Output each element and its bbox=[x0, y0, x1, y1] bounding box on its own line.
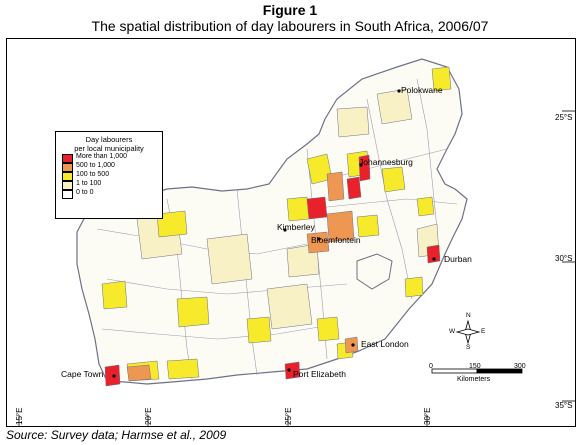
compass-w: W bbox=[449, 328, 456, 335]
city-label-bloemfontein: Bloemfontein bbox=[311, 235, 361, 245]
city-label-polokwane: Polokwane bbox=[401, 85, 443, 95]
compass-rose bbox=[455, 319, 481, 345]
lat-label-30: 30°S bbox=[555, 254, 573, 263]
high-density-areas bbox=[126, 171, 359, 382]
compass-e: E bbox=[481, 328, 486, 335]
bloemfontein-marker bbox=[317, 237, 321, 241]
legend-item: 100 to 500 bbox=[62, 171, 162, 181]
low-density-areas bbox=[136, 88, 440, 330]
map-legend: Day labourers per local municipality Mor… bbox=[55, 131, 163, 219]
south-africa-map bbox=[18, 58, 575, 426]
port-elizabeth-marker bbox=[287, 368, 291, 372]
map-frame: Day labourers per local municipality Mor… bbox=[6, 38, 576, 427]
johannesburg-marker bbox=[359, 163, 363, 167]
legend-title: Day labourers per local municipality bbox=[74, 135, 144, 153]
city-label-cape-town: Cape Town bbox=[61, 369, 104, 379]
legend-item: More than 1,000 bbox=[62, 153, 162, 163]
kimberley-marker bbox=[283, 228, 287, 232]
source-caption: Source: Survey data; Harmse et al., 2009 bbox=[6, 428, 227, 442]
city-label-johannesburg: Johannesburg bbox=[359, 157, 413, 167]
lat-label-25: 25°S bbox=[555, 113, 573, 122]
east-london-marker bbox=[351, 343, 355, 347]
city-label-port-elizabeth: Port Elizabeth bbox=[293, 369, 346, 379]
legend-item: 0 to 0 bbox=[62, 189, 162, 199]
scale-tick-0: 0 bbox=[429, 363, 433, 370]
municipal-boundaries bbox=[96, 78, 458, 380]
durban-marker bbox=[432, 257, 436, 261]
city-label-durban: Durban bbox=[444, 254, 472, 264]
cape-town-marker bbox=[112, 374, 116, 378]
compass-s: S bbox=[466, 344, 471, 351]
scale-tick-300: 300 bbox=[514, 363, 526, 370]
lon-label-15: 15°E bbox=[15, 407, 24, 425]
scale-bar bbox=[431, 368, 523, 374]
city-markers bbox=[112, 89, 436, 378]
lon-label-30: 30°E bbox=[423, 407, 432, 425]
legend-item: 500 to 1,000 bbox=[62, 162, 162, 172]
lon-label-25: 25°E bbox=[284, 407, 293, 425]
scale-tick-150: 150 bbox=[469, 363, 481, 370]
lon-label-20: 20°E bbox=[144, 407, 153, 425]
city-label-kimberley: Kimberley bbox=[277, 222, 315, 232]
scale-unit: Kilometers bbox=[457, 376, 491, 383]
polokwane-marker bbox=[397, 89, 401, 93]
city-label-east-london: East London bbox=[361, 339, 409, 349]
lat-label-35: 35°S bbox=[555, 401, 573, 410]
compass-n: N bbox=[466, 312, 471, 319]
lesotho bbox=[356, 253, 393, 290]
figure-title: The spatial distribution of day labourer… bbox=[91, 18, 489, 34]
legend-item: 1 to 100 bbox=[62, 180, 162, 190]
figure-label: Figure 1 bbox=[262, 2, 318, 18]
country-outline bbox=[76, 58, 468, 385]
graticule-ticks bbox=[18, 110, 575, 426]
